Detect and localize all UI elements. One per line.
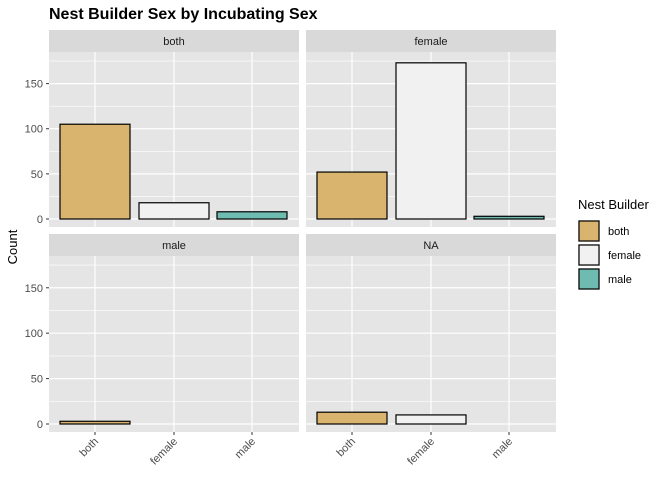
legend-swatch-both xyxy=(578,220,600,242)
x-tick-label: female xyxy=(148,436,180,468)
facet-strip xyxy=(49,30,299,52)
x-tick-label: male xyxy=(233,436,258,461)
facet-strip-label: NA xyxy=(423,240,439,252)
x-tick-label: both xyxy=(334,436,358,460)
legend-label-female: female xyxy=(608,250,641,262)
legend-swatch-male xyxy=(578,268,600,290)
y-tick-label: 150 xyxy=(25,79,43,91)
x-axis-ticks: both female male both female male xyxy=(77,432,515,467)
y-tick-label: 0 xyxy=(37,419,43,431)
y-tick-label: 100 xyxy=(25,124,43,136)
facet-panel-both: both xyxy=(49,30,299,227)
facet-panel-na: NA xyxy=(306,234,556,432)
legend-title: Nest Builder xyxy=(578,197,649,212)
bar-female-both xyxy=(316,171,388,220)
x-tick-label: both xyxy=(77,436,101,460)
facet-panel-male: male xyxy=(49,234,299,432)
facet-strip-label: male xyxy=(162,240,186,252)
bar-both-female xyxy=(138,202,210,220)
legend: Nest Builder both female male xyxy=(578,197,649,290)
legend-swatch-female xyxy=(578,244,600,266)
legend-label-male: male xyxy=(608,274,632,286)
bar-both-both xyxy=(59,123,131,220)
facet-strip xyxy=(306,30,556,52)
x-tick-label: male xyxy=(490,436,515,461)
facet-strip xyxy=(49,234,299,256)
bar-na-female xyxy=(395,414,467,425)
y-tick-label: 50 xyxy=(31,169,43,181)
facet-panels: both female male NA xyxy=(49,30,556,432)
y-tick-label: 150 xyxy=(25,283,43,295)
facet-strip-label: female xyxy=(414,36,447,48)
bar-na-both xyxy=(316,411,388,425)
y-tick-label: 50 xyxy=(31,374,43,386)
y-tick-label: 100 xyxy=(25,328,43,340)
bar-both-male xyxy=(216,211,288,220)
facet-strip xyxy=(306,234,556,256)
x-tick-label: female xyxy=(405,436,437,468)
bar-female-female xyxy=(395,62,467,220)
y-axis-title: Count xyxy=(5,229,20,264)
y-tick-label: 0 xyxy=(37,214,43,226)
facet-strip-label: both xyxy=(163,36,184,48)
facet-panel-female: female xyxy=(306,30,556,227)
legend-label-both: both xyxy=(608,226,629,238)
y-axis-ticks: 0 50 100 150 0 50 100 150 xyxy=(25,79,49,431)
bar-female-male xyxy=(473,215,545,220)
chart-title: Nest Builder Sex by Incubating Sex xyxy=(49,6,318,23)
bar-male-both xyxy=(59,420,131,425)
